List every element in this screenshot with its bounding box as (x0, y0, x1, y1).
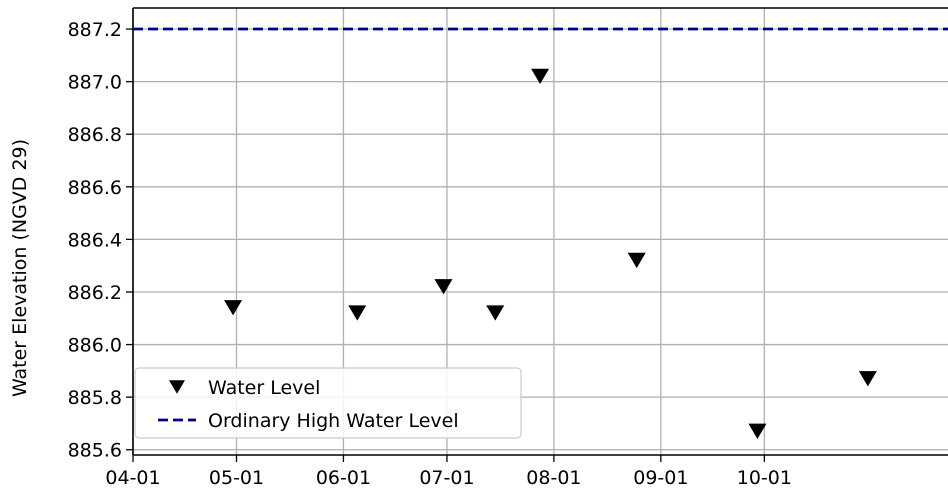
x-tick-label: 09-01 (633, 467, 688, 489)
water-level-point (348, 305, 367, 321)
x-tick-label: 05-01 (209, 467, 264, 489)
x-tick-label: 06-01 (316, 467, 371, 489)
y-tick-label: 885.6 (68, 440, 122, 462)
y-tick-label: 886.0 (68, 335, 122, 357)
water-level-point (858, 371, 877, 387)
y-tick-label: 885.8 (68, 387, 122, 409)
water-level-point (224, 300, 243, 316)
y-tick-label: 887.0 (68, 72, 122, 94)
y-tick-label: 886.2 (68, 282, 122, 304)
y-axis-label: Water Elevation (NGVD 29) (9, 139, 31, 397)
legend-label: Ordinary High Water Level (208, 410, 459, 432)
water-level-point (486, 305, 505, 321)
x-tick-label: 08-01 (526, 467, 581, 489)
water-level-point (531, 68, 550, 85)
legend-box (134, 367, 522, 439)
y-tick-label: 886.8 (68, 124, 122, 146)
water-level-point (748, 423, 767, 439)
axes: 885.6 885.8 886.0 886.2 886.4 886.6 886.8 887.0… (68, 7, 948, 489)
y-tick-label: 886.6 (68, 177, 122, 199)
y-tick-label: 887.2 (68, 19, 122, 41)
legend-label: Water Level (208, 377, 320, 399)
x-tick-label: 10-01 (737, 467, 792, 489)
legend-swatch-water-level (169, 380, 185, 394)
water-level-point (627, 252, 646, 269)
y-tick-label: 886.4 (68, 229, 122, 251)
legend: Water Level Ordinary High Water Level (134, 367, 522, 439)
water-level-point (434, 279, 453, 295)
x-tick-label: 07-01 (419, 467, 474, 489)
x-tick-label: 04-01 (105, 467, 160, 489)
data-marks (133, 27, 948, 439)
